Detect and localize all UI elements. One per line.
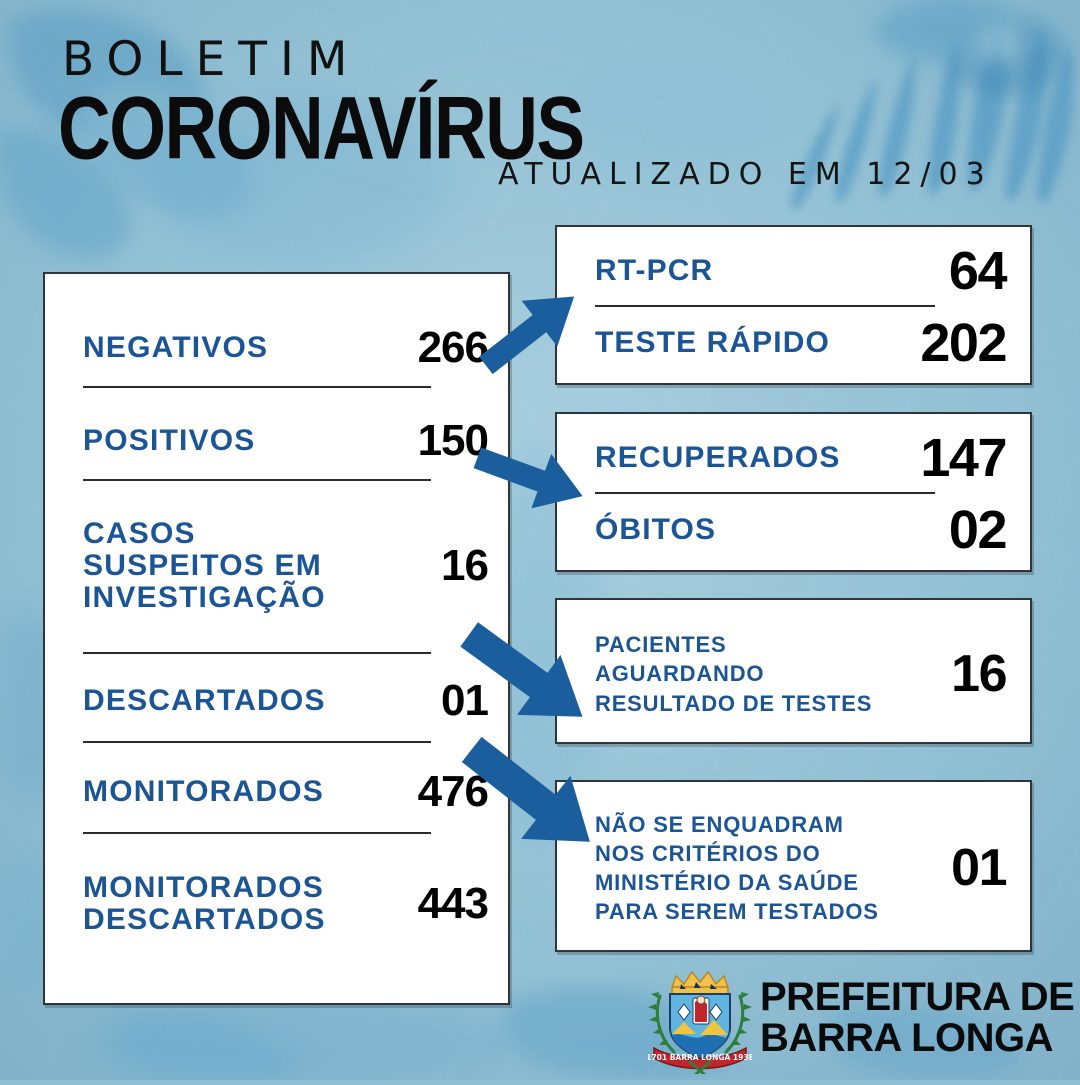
stat-row-positivos: POSITIVOS 150 — [83, 416, 489, 465]
barra-longa-coat-of-arms-icon: 1701 BARRA LONGA 1938 — [648, 970, 752, 1074]
test-label: RT-PCR — [595, 253, 714, 287]
footer-brand: 1701 BARRA LONGA 1938 PREFEITURA DE BARR… — [648, 962, 1075, 1074]
stat-label: MONITORADOS — [83, 775, 324, 809]
row-divider — [595, 305, 935, 307]
arrow-positivos-to-recovered — [473, 447, 583, 509]
row-divider — [83, 832, 431, 834]
awaiting-value: 16 — [951, 645, 1007, 703]
deaths-value: 02 — [948, 500, 1008, 560]
stat-value: 01 — [441, 676, 489, 725]
stat-label: POSITIVOS — [83, 424, 256, 458]
no-criteria-label: NÃO SE ENQUADRAM NOS CRITÉRIOS DO MINIST… — [595, 811, 879, 925]
stat-row-negativos: NEGATIVOS 266 — [83, 323, 489, 372]
stat-label: DESCARTADOS — [83, 684, 326, 718]
stat-row-casos-suspeitos: CASOS SUSPEITOS EM INVESTIGAÇÃO 16 — [83, 506, 489, 626]
row-divider — [83, 386, 431, 388]
awaiting-results-card: PACIENTES AGUARDANDO RESULTADO DE TESTES… — [555, 598, 1032, 744]
no-criteria-row: NÃO SE ENQUADRAM NOS CRITÉRIOS DO MINIST… — [595, 802, 1008, 934]
page-title: CORONAVÍRUS — [58, 79, 585, 179]
stat-value: 266 — [417, 323, 489, 372]
stat-row-descartados: DESCARTADOS 01 — [83, 676, 489, 725]
stat-label: CASOS SUSPEITOS EM INVESTIGAÇÃO — [83, 517, 326, 614]
row-divider — [83, 652, 431, 654]
stat-row-monitorados-descartados: MONITORADOS DESCARTADOS 443 — [83, 859, 489, 949]
stat-value: 443 — [417, 879, 489, 928]
test-row-rtpcr: RT-PCR 64 — [595, 241, 1008, 301]
prefeitura-line-2: BARRA LONGA — [760, 1016, 1054, 1060]
awaiting-label: PACIENTES AGUARDANDO RESULTADO DE TESTES — [595, 632, 873, 716]
awaiting-row: PACIENTES AGUARDANDO RESULTADO DE TESTES… — [595, 626, 1008, 722]
stat-value: 16 — [441, 541, 489, 590]
crest-ribbon-text: 1701 BARRA LONGA 1938 — [648, 1053, 752, 1062]
no-criteria-card: NÃO SE ENQUADRAM NOS CRITÉRIOS DO MINIST… — [555, 780, 1032, 952]
prefeitura-line-1: PREFEITURA DE — [760, 974, 1075, 1019]
deaths-label: ÓBITOS — [595, 512, 717, 546]
recovered-deaths-card: RECUPERADOS 147 ÓBITOS 02 — [555, 412, 1032, 572]
arrow-descartados-to-nocriteria — [461, 736, 590, 842]
test-row-teste-rapido: TESTE RÁPIDO 202 — [595, 313, 1008, 373]
row-divider — [595, 492, 935, 494]
stat-label: NEGATIVOS — [83, 331, 269, 365]
no-criteria-value: 01 — [951, 839, 1007, 897]
test-label: TESTE RÁPIDO — [595, 325, 830, 359]
tests-breakdown-card: RT-PCR 64 TESTE RÁPIDO 202 — [555, 225, 1032, 385]
recovered-value: 147 — [920, 428, 1007, 488]
test-value: 64 — [948, 241, 1008, 301]
arrow-suspeitos-to-awaiting — [460, 622, 583, 717]
main-stats-panel: NEGATIVOS 266 POSITIVOS 150 CASOS SUSPEI… — [43, 272, 510, 1005]
row-divider — [83, 741, 431, 743]
stat-label: MONITORADOS DESCARTADOS — [83, 871, 326, 936]
header-kicker: BOLETIM — [62, 32, 361, 87]
stat-value: 150 — [417, 416, 489, 465]
recovered-label: RECUPERADOS — [595, 440, 841, 474]
arrow-negativos-to-tests — [479, 296, 575, 375]
recovered-row: RECUPERADOS 147 — [595, 428, 1008, 488]
prefeitura-wordmark: PREFEITURA DE BARRA LONGA — [760, 974, 1075, 1060]
stat-row-monitorados: MONITORADOS 476 — [83, 767, 489, 816]
stat-value: 476 — [417, 767, 489, 816]
deaths-row: ÓBITOS 02 — [595, 500, 1008, 560]
test-value: 202 — [920, 313, 1007, 373]
row-divider — [83, 479, 431, 481]
updated-date-label: ATUALIZADO EM 12/03 — [498, 157, 993, 192]
